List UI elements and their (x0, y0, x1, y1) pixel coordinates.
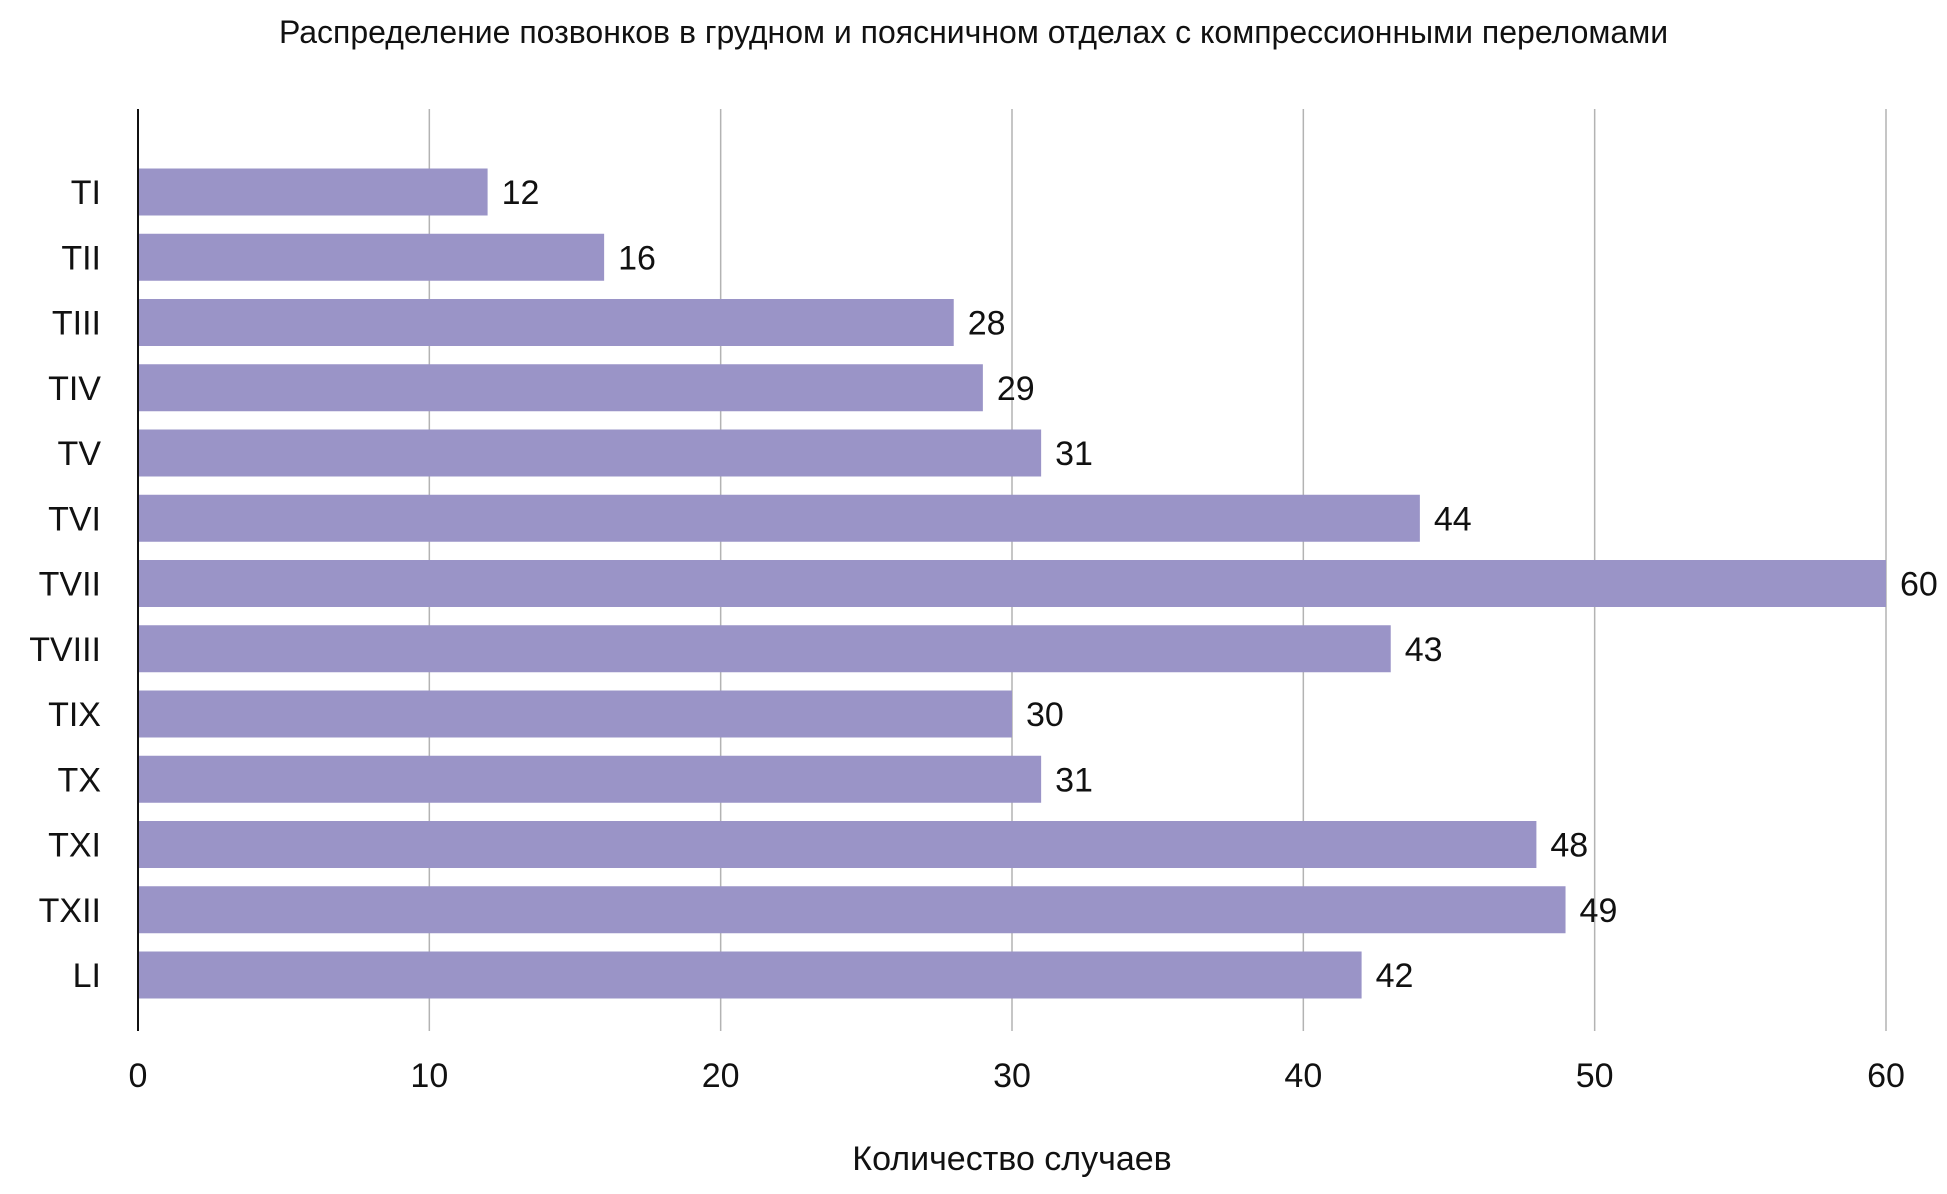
data-label: 29 (997, 370, 1035, 408)
y-tick-label: TXI (48, 827, 101, 865)
data-label: 31 (1055, 435, 1093, 473)
bar-TXII (138, 886, 1566, 934)
bar-TI (138, 168, 488, 216)
data-label: 49 (1580, 892, 1618, 930)
chart-title: Распределение позвонков в грудном и пояс… (278, 14, 1669, 50)
y-tick-label: TI (71, 174, 101, 212)
y-tick-label: LI (73, 957, 101, 995)
x-axis-title: Количество случаев (852, 1140, 1172, 1178)
bar-TVII (138, 560, 1886, 607)
bar-TVI (138, 494, 1420, 542)
data-label: 43 (1405, 631, 1443, 669)
y-tick-label: TVI (48, 500, 101, 538)
y-tick-label: TIV (48, 370, 101, 408)
bar-TV (138, 429, 1042, 477)
bar-TIII (138, 299, 954, 346)
bar-TX (138, 755, 1042, 803)
data-label: 16 (618, 239, 656, 277)
y-tick-label: TXII (39, 892, 101, 930)
data-label: 42 (1376, 957, 1414, 995)
x-tick-label: 40 (1284, 1057, 1322, 1095)
data-label: 30 (1026, 696, 1064, 734)
bar-TIV (138, 364, 983, 412)
x-tick-label: 60 (1867, 1057, 1905, 1095)
y-tick-label: TII (61, 239, 101, 277)
data-label: 31 (1055, 761, 1093, 799)
data-label: 28 (968, 305, 1006, 343)
bar-TXI (138, 821, 1537, 868)
data-label: 48 (1550, 827, 1588, 865)
y-tick-label: TVIII (29, 631, 101, 669)
bar-TII (138, 233, 605, 281)
data-label: 44 (1434, 500, 1472, 538)
y-tick-label: TIII (52, 305, 101, 343)
y-tick-label: TX (58, 761, 101, 799)
x-tick-label: 30 (993, 1057, 1031, 1095)
y-tick-label: TVII (39, 566, 101, 604)
bar-TIX (138, 690, 1012, 738)
bar-LI (138, 951, 1362, 999)
y-tick-label: TIX (48, 696, 101, 734)
x-tick-label: 50 (1576, 1057, 1614, 1095)
data-label: 12 (502, 174, 540, 212)
bar-TVIII (138, 625, 1391, 673)
x-tick-label: 10 (410, 1057, 448, 1095)
y-tick-label: TV (58, 435, 102, 473)
data-label: 60 (1900, 566, 1938, 604)
x-tick-label: 0 (129, 1057, 148, 1095)
x-tick-label: 20 (702, 1057, 740, 1095)
